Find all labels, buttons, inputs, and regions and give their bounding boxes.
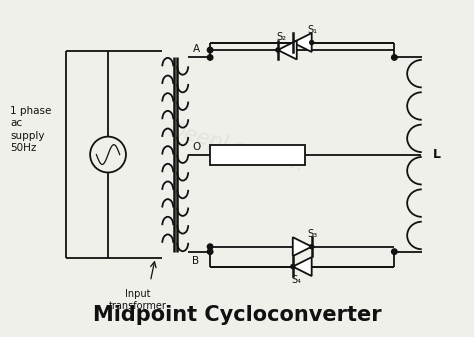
Circle shape [207,55,213,60]
Circle shape [392,249,397,254]
FancyBboxPatch shape [210,145,305,164]
Polygon shape [278,40,297,59]
Text: DeepLearni...: DeepLearni... [167,119,307,175]
Text: A: A [192,44,200,55]
Circle shape [291,265,295,269]
Text: Load: Load [244,150,271,159]
Text: Midpoint Cycloconverter: Midpoint Cycloconverter [93,305,381,325]
Text: B: B [192,256,200,266]
Text: S₄: S₄ [292,275,301,284]
Text: 1 phase
ac
supply
50Hz: 1 phase ac supply 50Hz [10,106,51,153]
Polygon shape [293,257,312,276]
Text: S₃: S₃ [307,229,317,239]
Text: S₂: S₂ [276,32,286,42]
Circle shape [207,47,213,53]
Circle shape [310,40,314,44]
Text: O: O [192,142,201,152]
Text: L: L [433,148,441,161]
Text: S₁: S₁ [307,25,317,35]
Circle shape [207,244,213,249]
Circle shape [207,249,213,254]
Polygon shape [293,237,312,256]
Circle shape [310,245,314,249]
Circle shape [276,48,280,52]
Polygon shape [293,33,312,52]
Text: Input
transformer: Input transformer [109,289,167,311]
Circle shape [392,55,397,60]
